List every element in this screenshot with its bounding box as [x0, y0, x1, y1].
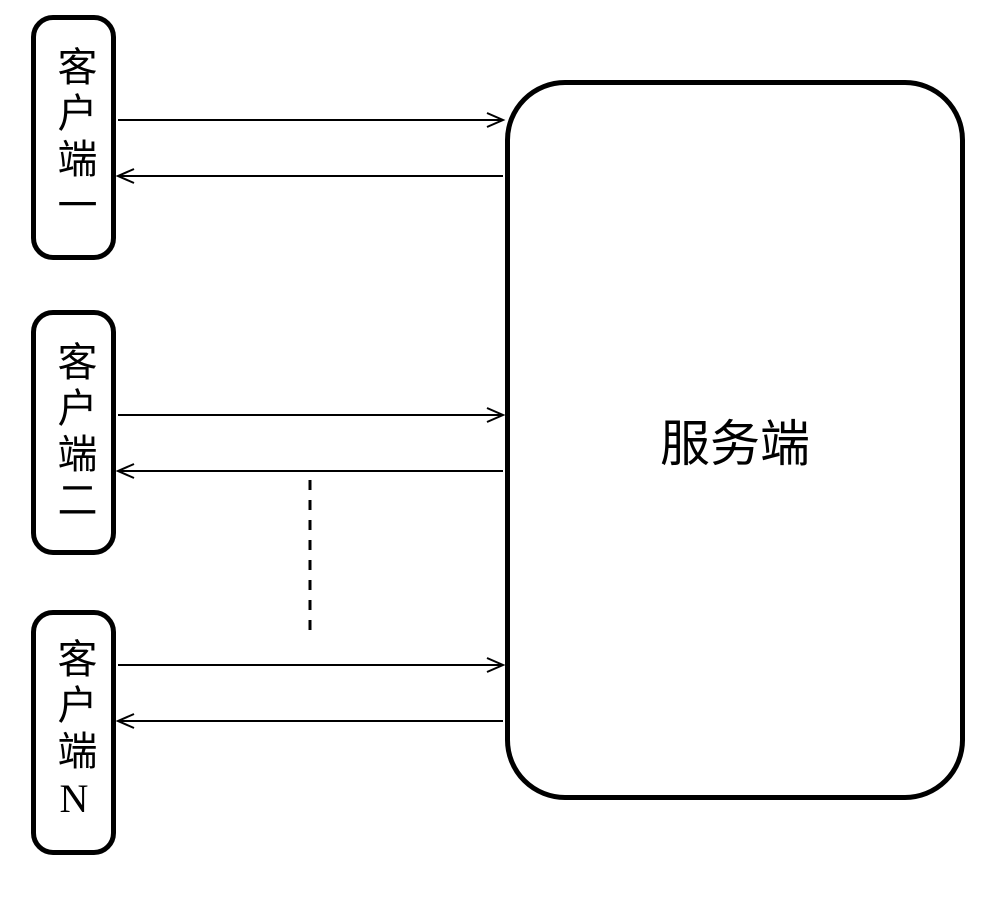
client-n-label: 客户端N — [54, 638, 94, 827]
client-1-label: 客户端一 — [54, 46, 94, 230]
client-node-2: 客户端二 — [31, 310, 116, 555]
diagram-canvas: 客户端一 客户端二 客户端N 服务端 — [0, 0, 1000, 914]
server-label: 服务端 — [660, 404, 810, 476]
client-node-1: 客户端一 — [31, 15, 116, 260]
client-2-label: 客户端二 — [54, 341, 94, 525]
client-node-n: 客户端N — [31, 610, 116, 855]
server-node: 服务端 — [505, 80, 965, 800]
